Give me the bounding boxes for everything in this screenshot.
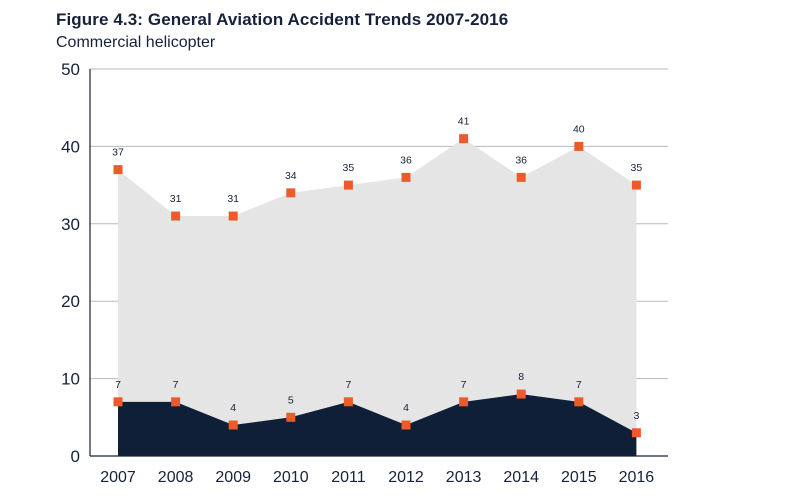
series-0-label-2013: 41 (458, 116, 470, 128)
x-tick-label-2011: 2011 (331, 469, 366, 486)
series-0-label-2012: 36 (400, 154, 412, 166)
series-1-label-2015: 7 (576, 379, 582, 391)
series-0-area (118, 138, 637, 456)
data-markers (113, 134, 641, 438)
area-series (118, 138, 637, 456)
series-0-label-2014: 36 (515, 154, 527, 166)
series-1-label-2012: 4 (403, 402, 409, 414)
series-0-label-2010: 34 (285, 170, 297, 182)
series-1-label-2009: 4 (230, 402, 236, 414)
series-1-marker-2010 (286, 412, 296, 422)
series-0-marker-2014 (516, 172, 526, 182)
series-0-marker-2010 (286, 188, 296, 198)
series-0-label-2008: 31 (170, 193, 182, 205)
tick-labels: 0 10 20 30 40 50 2007 2008 2009 2010 2011 2012 2013 2… (61, 60, 654, 486)
y-tick-label-10: 10 (61, 370, 80, 389)
series-1-marker-2012 (401, 420, 411, 430)
data-labels: 37 31 31 34 35 36 41 36 40 35 7 7 4 5 7 4 7 8 7 3 (112, 116, 642, 422)
x-tick-label-2015: 2015 (561, 469, 597, 486)
series-0-marker-2009 (228, 211, 238, 221)
series-1-label-2016: 3 (633, 410, 639, 422)
series-1-label-2010: 5 (288, 394, 294, 406)
series-1-marker-2016 (631, 428, 641, 438)
x-tick-label-2013: 2013 (446, 469, 482, 486)
series-1-label-2008: 7 (173, 379, 179, 391)
series-0-marker-2012 (401, 172, 411, 182)
series-0-marker-2008 (171, 211, 181, 221)
y-tick-label-50: 50 (61, 60, 80, 79)
axes (89, 69, 668, 457)
chart-title: Figure 4.3: General Aviation Accident Tr… (56, 10, 509, 29)
series-0-label-2016: 35 (631, 162, 643, 174)
series-1-label-2011: 7 (345, 379, 351, 391)
y-tick-label-40: 40 (61, 137, 80, 156)
series-0-marker-2007 (113, 165, 123, 175)
x-tick-label-2012: 2012 (388, 469, 424, 486)
series-1-label-2013: 7 (461, 379, 467, 391)
series-0-marker-2015 (574, 141, 584, 151)
series-0-label-2009: 31 (227, 193, 239, 205)
series-1-label-2014: 8 (518, 371, 524, 383)
series-0-marker-2013 (459, 134, 469, 144)
series-1-marker-2009 (228, 420, 238, 430)
series-1-marker-2013 (459, 397, 469, 407)
series-1-area (118, 394, 637, 456)
series-0-marker-2016 (631, 180, 641, 190)
x-tick-label-2008: 2008 (158, 469, 194, 486)
series-1-marker-2008 (171, 397, 181, 407)
chart-subtitle: Commercial helicopter (56, 34, 216, 51)
x-tick-label-2009: 2009 (215, 469, 251, 486)
y-tick-label-0: 0 (71, 447, 80, 466)
y-tick-label-30: 30 (61, 215, 80, 234)
x-tick-label-2016: 2016 (619, 469, 655, 486)
series-0-label-2015: 40 (573, 123, 585, 135)
y-tick-label-20: 20 (61, 292, 80, 311)
series-1-label-2007: 7 (115, 379, 121, 391)
x-tick-label-2014: 2014 (503, 469, 539, 486)
x-tick-label-2007: 2007 (100, 469, 136, 486)
series-1-marker-2015 (574, 397, 584, 407)
series-1-marker-2007 (113, 397, 123, 407)
x-tick-label-2010: 2010 (273, 469, 309, 486)
series-0-label-2007: 37 (112, 147, 124, 159)
series-0-marker-2011 (343, 180, 353, 190)
series-0-label-2011: 35 (343, 162, 355, 174)
series-1-marker-2011 (343, 397, 353, 407)
series-1-marker-2014 (516, 389, 526, 399)
